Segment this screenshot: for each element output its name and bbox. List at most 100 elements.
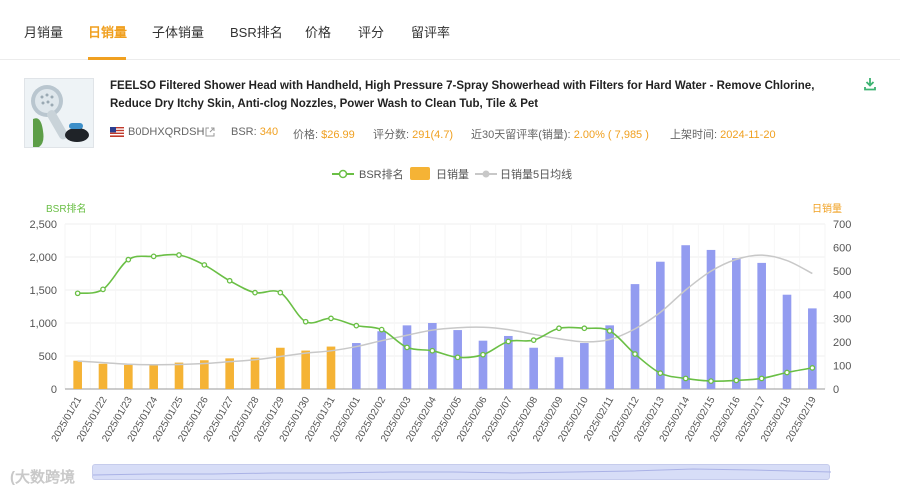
left-tick-label: 2,000 — [29, 252, 57, 264]
daily-sales-bar — [681, 245, 690, 389]
bsr-point — [530, 337, 537, 344]
daily-sales-bar — [428, 323, 437, 389]
bsr-point — [176, 252, 182, 258]
daily-sales-bar — [149, 364, 158, 389]
bsr-point — [505, 338, 512, 345]
tab-monthly-sales[interactable]: 月销量 — [24, 25, 64, 40]
bsr-point — [454, 354, 461, 361]
review-rate-stat: 近30天留评率(销量): 2.00% ( 7,985 ) — [471, 126, 649, 142]
daily-sales-bar — [352, 343, 361, 389]
bsr-value: 340 — [259, 126, 279, 138]
bsr-point — [201, 262, 208, 268]
tab-bar: 月销量 日销量 子体销量 BSR排名 价格 评分 留评率 — [0, 0, 900, 60]
bsr-point — [480, 351, 486, 358]
daily-sales-bar — [478, 340, 488, 389]
bsr-point — [784, 369, 790, 376]
daily-sales-bar — [757, 262, 766, 389]
review-rate-label: 近30天留评率(销量): — [471, 129, 571, 141]
ratings-stat: 评分数: 291(4.7) — [373, 126, 453, 142]
legend-bsr[interactable]: BSR排名 — [359, 169, 404, 181]
daily-sales-bar — [250, 357, 260, 389]
asin-link[interactable]: B0DHXQRDSH — [128, 126, 205, 138]
bsr-point — [100, 286, 106, 293]
price-label: 价格: — [293, 129, 319, 141]
bsr-point — [682, 375, 689, 382]
product-thumbnail[interactable] — [24, 78, 94, 148]
daily-sales-bar — [732, 258, 741, 389]
tab-variant-sales[interactable]: 子体销量 — [152, 25, 205, 40]
price-stat: 价格: $26.99 — [293, 126, 355, 142]
daily-sales-bar — [808, 308, 817, 389]
download-icon[interactable] — [862, 76, 878, 92]
right-tick-label: 600 — [833, 243, 851, 255]
watermark-logo: (大数跨境 — [10, 466, 75, 487]
bsr-point — [404, 344, 410, 351]
daily-sales-bar — [98, 363, 108, 389]
tab-review-rate[interactable]: 留评率 — [411, 25, 451, 40]
right-tick-label: 0 — [833, 384, 839, 396]
left-axis-title: BSR排名 — [46, 204, 87, 215]
product-title[interactable]: FEELSO Filtered Shower Head with Handhel… — [110, 80, 815, 110]
tab-price[interactable]: 价格 — [305, 25, 332, 40]
right-tick-label: 500 — [833, 266, 851, 278]
review-rate-value: 2.00% ( 7,985 ) — [573, 129, 649, 141]
legend-bsr-swatch — [332, 169, 354, 179]
daily-sales-bar — [402, 325, 412, 389]
bsr-point — [708, 378, 714, 384]
daily-sales-bar — [174, 362, 184, 389]
tab-rating[interactable]: 评分 — [358, 25, 385, 40]
daily-sales-bar — [580, 343, 589, 389]
product-summary: FEELSO Filtered Shower Head with Handhel… — [0, 60, 900, 160]
bsr-point — [328, 315, 334, 322]
us-flag-icon — [110, 127, 124, 137]
left-tick-label: 1,000 — [29, 318, 57, 330]
left-tick-label: 0 — [51, 384, 57, 396]
left-tick-label: 500 — [39, 351, 57, 363]
daily-sales-bar — [656, 261, 665, 389]
bsr-point — [758, 375, 765, 382]
daily-sales-bar — [301, 350, 310, 389]
tab-daily-sales[interactable]: 日销量 — [88, 25, 128, 40]
bsr-point — [150, 253, 157, 260]
daily-sales-bar — [706, 249, 716, 389]
legend-avg-swatch — [475, 170, 497, 178]
bsr-label: BSR: — [231, 126, 257, 138]
daily-sales-bar — [782, 294, 792, 389]
tab-bsr-rank[interactable]: BSR排名 — [230, 25, 283, 40]
daily-sales-bar — [630, 284, 640, 389]
price-value: $26.99 — [321, 129, 355, 141]
left-tick-label: 1,500 — [29, 285, 57, 297]
right-tick-label: 200 — [833, 337, 851, 349]
legend-daily[interactable]: 日销量 — [436, 169, 469, 181]
right-tick-label: 400 — [833, 290, 851, 302]
daily-sales-bar — [225, 358, 234, 389]
avg-line — [77, 254, 813, 366]
daily-sales-bar — [124, 364, 133, 389]
right-axis-title: 日销量 — [812, 204, 842, 215]
external-link-icon[interactable] — [205, 127, 215, 137]
right-tick-label: 300 — [833, 313, 851, 325]
bsr-point — [606, 328, 613, 334]
daily-sales-bar — [200, 360, 209, 389]
active-tab-indicator — [88, 57, 126, 60]
bsr-point — [226, 277, 233, 284]
daily-sales-bar — [605, 325, 614, 389]
daily-sales-bar — [326, 346, 336, 389]
watermark-icon: ( — [10, 469, 15, 486]
listed-date-value: 2024-11-20 — [720, 129, 776, 141]
left-tick-label: 2,500 — [29, 219, 57, 231]
bsr-point — [252, 289, 258, 296]
legend-avg[interactable]: 日销量5日均线 — [500, 169, 573, 181]
bsr-point — [556, 325, 562, 332]
ratings-label: 评分数: — [373, 129, 410, 141]
daily-sales-bar — [504, 335, 513, 389]
daily-sales-bar — [554, 357, 564, 389]
daily-sales-bar — [276, 347, 285, 389]
bsr-point — [809, 365, 816, 371]
bsr-point — [125, 256, 132, 263]
bsr-point — [353, 322, 360, 329]
listed-date-stat: 上架时间: 2024-11-20 — [670, 126, 776, 142]
bsr-point — [733, 377, 740, 384]
chart-range-slider[interactable] — [92, 464, 832, 480]
